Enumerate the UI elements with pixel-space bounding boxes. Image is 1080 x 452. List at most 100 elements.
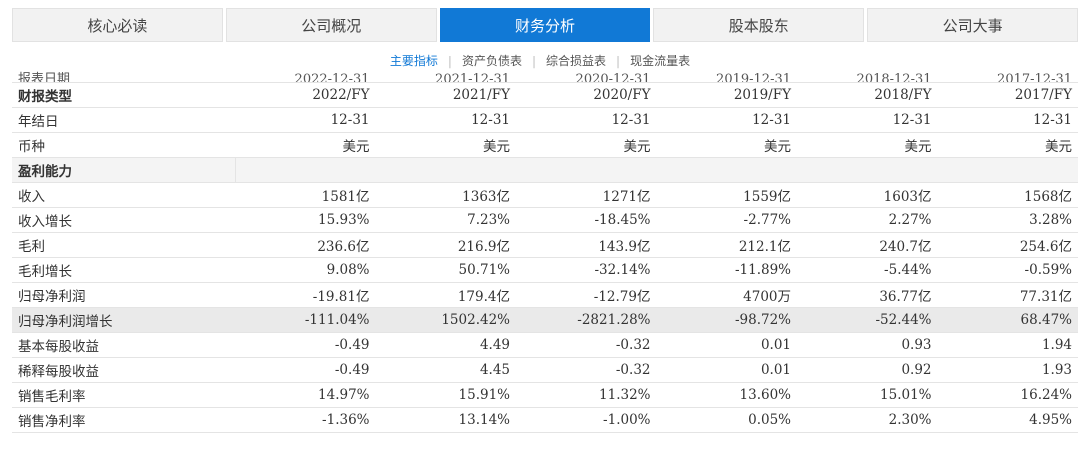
tab-2[interactable]: 财务分析 bbox=[439, 8, 651, 42]
row-label: 盈利能力 bbox=[12, 157, 235, 183]
financial-table-container: 报表日期 2022-12-31 2021-12-31 2020-12-31 2019-1… bbox=[12, 66, 1078, 452]
subnav-separator: | bbox=[531, 54, 537, 68]
header-date: 2020-12-31 bbox=[516, 66, 657, 83]
cell-value: 1559亿 bbox=[656, 182, 797, 208]
cell-value: 16.24% bbox=[937, 382, 1078, 408]
cell-value: 美元 bbox=[516, 132, 657, 158]
subnav-link-1[interactable]: 资产负债表 bbox=[461, 54, 522, 68]
tab-3[interactable]: 股本股东 bbox=[653, 8, 865, 42]
cell-value: 12-31 bbox=[656, 107, 797, 133]
table-header-row: 报表日期 2022-12-31 2021-12-31 2020-12-31 2019-1… bbox=[12, 66, 1078, 83]
cell-value: 1271亿 bbox=[516, 182, 657, 208]
row-label: 毛利增长 bbox=[12, 257, 235, 283]
cell-value: 0.01 bbox=[656, 357, 797, 383]
table-row: 收入 1581亿 1363亿 1271亿 1559亿 1603亿 1568亿 bbox=[12, 182, 1078, 208]
subnav-link-2[interactable]: 综合损益表 bbox=[546, 54, 607, 68]
cell-value: 美元 bbox=[235, 132, 376, 158]
row-label: 销售毛利率 bbox=[12, 382, 235, 408]
row-label: 基本每股收益 bbox=[12, 332, 235, 358]
cell-value: 240.7亿 bbox=[797, 232, 938, 258]
cell-value: 1581亿 bbox=[235, 182, 376, 208]
cell-value: 216.9亿 bbox=[375, 232, 516, 258]
header-date: 2021-12-31 bbox=[375, 66, 516, 83]
header-date-text: 2018-12-31 bbox=[856, 72, 932, 83]
row-label: 收入 bbox=[12, 182, 235, 208]
section-tabs: 核心必读 公司概况 财务分析 股本股东 公司大事 bbox=[12, 8, 1078, 42]
cell-value: 美元 bbox=[797, 132, 938, 158]
cell-value: -11.89% bbox=[656, 257, 797, 283]
cell-value: 2017/FY bbox=[937, 82, 1078, 108]
cell-value: 36.77亿 bbox=[797, 282, 938, 308]
cell-value: 美元 bbox=[656, 132, 797, 158]
header-date-text: 2019-12-31 bbox=[716, 72, 791, 83]
table-row: 归母净利润增长 -111.04% 1502.42% -2821.28% -98.72% -… bbox=[12, 307, 1078, 333]
cell-value: 1.94 bbox=[937, 332, 1078, 358]
cell-value: 2018/FY bbox=[797, 82, 938, 108]
header-date: 2017-12-31 bbox=[937, 66, 1078, 83]
cell-value: 9.08% bbox=[235, 257, 376, 283]
cell-value: 179.4亿 bbox=[375, 282, 516, 308]
row-label: 归母净利润 bbox=[12, 282, 235, 308]
tab-4[interactable]: 公司大事 bbox=[867, 8, 1078, 42]
table-row: 年结日 12-31 12-31 12-31 12-31 12-31 12-31 bbox=[12, 107, 1078, 133]
row-label: 收入增长 bbox=[12, 207, 235, 233]
header-date: 2018-12-31 bbox=[797, 66, 938, 83]
header-label: 报表日期 bbox=[12, 66, 235, 83]
cell-value: 254.6亿 bbox=[937, 232, 1078, 258]
cell-value: 0.01 bbox=[656, 332, 797, 358]
cell-value: 1568亿 bbox=[937, 182, 1078, 208]
header-date-text: 2021-12-31 bbox=[435, 72, 510, 83]
header-date-text: 2020-12-31 bbox=[575, 72, 651, 83]
cell-value: 3.28% bbox=[937, 207, 1078, 233]
cell-value: 13.60% bbox=[656, 382, 797, 408]
cell-value: -5.44% bbox=[797, 257, 938, 283]
cell-value: 15.01% bbox=[797, 382, 938, 408]
cell-value: -98.72% bbox=[656, 307, 797, 333]
cell-value: 4.95% bbox=[937, 407, 1078, 433]
cell-value: -1.36% bbox=[235, 407, 376, 433]
table-row: 归母净利润 -19.81亿 179.4亿 -12.79亿 4700万 36.77亿 77.3… bbox=[12, 282, 1078, 308]
sub-navigation: 主要指标 | 资产负债表 | 综合损益表 | 现金流量表 bbox=[0, 52, 1080, 69]
cell-value: 11.32% bbox=[516, 382, 657, 408]
cell-value: -32.14% bbox=[516, 257, 657, 283]
cell-value: -0.59% bbox=[937, 257, 1078, 283]
tab-1[interactable]: 公司概况 bbox=[225, 8, 437, 42]
cell-value: 12-31 bbox=[797, 107, 938, 133]
cell-value: 2.30% bbox=[797, 407, 938, 433]
cell-value: 12-31 bbox=[235, 107, 376, 133]
cell-value: 13.14% bbox=[375, 407, 516, 433]
cell-value: 1502.42% bbox=[375, 307, 516, 333]
cell-value: 4.45 bbox=[375, 357, 516, 383]
cell-value: 7.23% bbox=[375, 207, 516, 233]
subnav-separator: | bbox=[616, 54, 621, 68]
cell-value: 4.49 bbox=[375, 332, 516, 358]
header-date-text: 2017-12-31 bbox=[997, 72, 1072, 83]
cell-value: -19.81亿 bbox=[235, 282, 376, 308]
cell-value: -0.49 bbox=[235, 357, 376, 383]
row-label: 归母净利润增长 bbox=[12, 307, 235, 333]
cell-value: -1.00% bbox=[516, 407, 657, 433]
section-filler bbox=[234, 157, 1078, 183]
header-date: 2019-12-31 bbox=[656, 66, 797, 83]
cell-value: 12-31 bbox=[937, 107, 1078, 133]
cell-value: 68.47% bbox=[937, 307, 1078, 333]
cell-value: 0.93 bbox=[797, 332, 938, 358]
cell-value: 15.91% bbox=[375, 382, 516, 408]
row-label: 财报类型 bbox=[12, 82, 235, 108]
subnav-link-3[interactable]: 现金流量表 bbox=[630, 54, 691, 68]
cell-value: -0.32 bbox=[516, 357, 657, 383]
cell-value: 2021/FY bbox=[375, 82, 516, 108]
cell-value: 12-31 bbox=[516, 107, 657, 133]
cell-value: -111.04% bbox=[235, 307, 376, 333]
cell-value: 2022/FY bbox=[235, 82, 376, 108]
subnav-link-0[interactable]: 主要指标 bbox=[389, 54, 438, 68]
cell-value: 美元 bbox=[937, 132, 1078, 158]
header-date-text: 2022-12-31 bbox=[294, 72, 370, 83]
header-label-text: 报表日期 bbox=[18, 72, 71, 83]
tab-0[interactable]: 核心必读 bbox=[12, 8, 223, 42]
table-row: 收入增长 15.93% 7.23% -18.45% -2.77% 2.27% 3.28% bbox=[12, 207, 1078, 233]
table-row: 财报类型 2022/FY 2021/FY 2020/FY 2019/FY 2018/FY 2… bbox=[12, 82, 1078, 108]
cell-value: 4700万 bbox=[656, 282, 797, 308]
subnav-separator: | bbox=[447, 54, 452, 68]
table-row: 盈利能力 bbox=[12, 157, 1078, 183]
